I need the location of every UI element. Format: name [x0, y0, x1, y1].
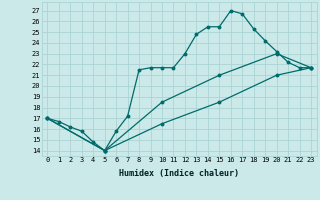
X-axis label: Humidex (Indice chaleur): Humidex (Indice chaleur) — [119, 169, 239, 178]
